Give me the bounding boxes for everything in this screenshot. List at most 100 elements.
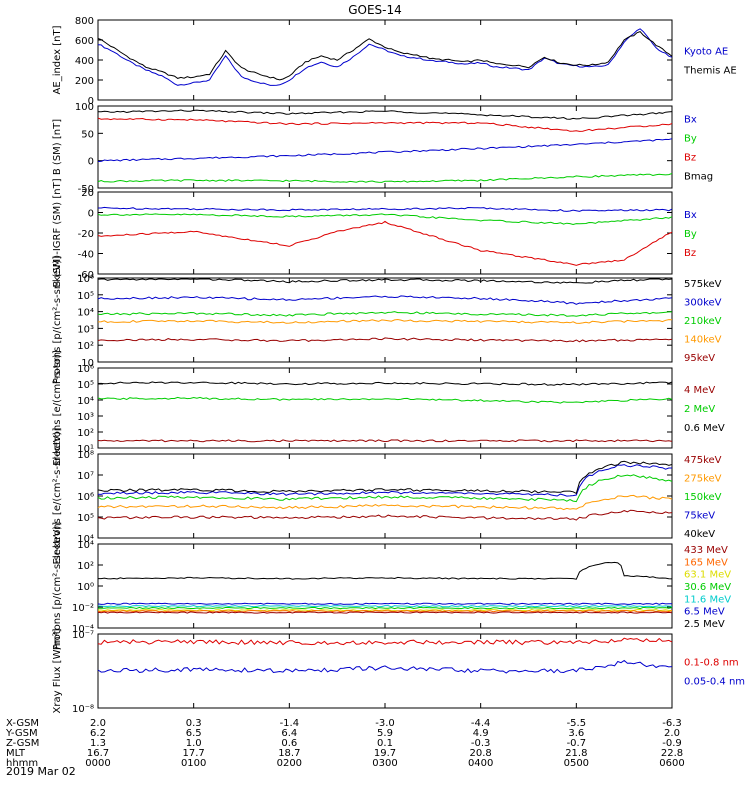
- y-axis-label: Xray Flux [W/m²]: [52, 628, 63, 713]
- time-row-value: 16.7: [87, 748, 109, 759]
- series-line-140keV: [97, 318, 673, 324]
- time-row-value: 0400: [468, 758, 493, 769]
- date-label: 2019 Mar 02: [6, 765, 76, 778]
- time-row-label: Z-GSM: [6, 738, 39, 749]
- series-line-Bz: [97, 220, 673, 266]
- series-line-2 MeV: [97, 396, 673, 404]
- time-row-value: 4.9: [473, 728, 489, 739]
- y-axis-label: AE_index [nT]: [52, 25, 63, 94]
- time-row-value: 22.8: [661, 748, 683, 759]
- legend-label: By: [684, 229, 697, 240]
- y-tick-label: 10⁻⁴: [72, 624, 94, 635]
- y-tick-label: 10⁵: [77, 380, 94, 391]
- panel-6: 10⁴ 10⁵ 10⁶ 10⁷ 10⁸ Electrons [e/(cm²-s-sr-ke…: [52, 427, 722, 564]
- panel-2: -50 0 50 100 B (SM) [nT] Bx By Bz Bmag: [52, 102, 713, 195]
- y-tick-label: 10⁰: [77, 582, 94, 593]
- y-tick-label: 10²: [77, 561, 94, 572]
- y-tick-label: 10⁸: [77, 450, 94, 461]
- legend-label: 40keV: [684, 529, 715, 540]
- y-tick-label: 200: [75, 76, 94, 87]
- time-row-value: 3.6: [568, 728, 584, 739]
- legend-label: 0.05-0.4 nm: [684, 677, 745, 688]
- y-tick-label: 10⁶: [77, 492, 94, 503]
- time-row-value: 6.5: [186, 728, 202, 739]
- y-tick-label: 0: [88, 209, 94, 220]
- time-row-value: 18.7: [278, 748, 300, 759]
- series-line-Bz: [97, 117, 673, 132]
- time-row-value: 6.2: [90, 728, 106, 739]
- legend-label: By: [684, 134, 697, 145]
- y-tick-label: 10²: [77, 428, 94, 439]
- y-tick-label: -40: [78, 250, 94, 261]
- legend-label: 2 MeV: [684, 404, 715, 415]
- legend-label: 0.1-0.8 nm: [684, 658, 739, 669]
- series-line-By: [97, 173, 673, 183]
- y-tick-label: 10⁴: [77, 540, 94, 551]
- time-row-value: -3.0: [375, 718, 395, 729]
- series-line-63.1 MeV: [98, 608, 672, 612]
- series-line-210keV: [97, 311, 672, 317]
- legend-label: Bmag: [684, 172, 713, 183]
- series-line-Bmag: [97, 109, 673, 120]
- y-tick-label: 400: [75, 56, 94, 67]
- y-tick-label: 50: [81, 129, 94, 140]
- legend-label: Bx: [684, 115, 697, 126]
- time-row-value: 17.7: [183, 748, 205, 759]
- legend-label: 0.6 MeV: [684, 423, 725, 434]
- time-row-value: 2.0: [664, 728, 680, 739]
- legend-label: 140keV: [684, 335, 722, 346]
- series-line-2.5 MeV: [98, 561, 673, 580]
- legend-label: Bx: [684, 210, 697, 221]
- y-tick-label: 10¹: [77, 444, 94, 455]
- y-axis-label: Protons [p/(cm²-s-sr-keV)]: [52, 522, 63, 650]
- panel-3: -60 -40 -20 0 20 B (SM)-IGRF (SM) [nT] Bx By Bz: [52, 178, 697, 287]
- legend-label: 575keV: [684, 279, 722, 290]
- time-row-value: 2.0: [90, 718, 106, 729]
- series-line-165 MeV: [97, 609, 673, 613]
- time-row-value: -1.4: [280, 718, 300, 729]
- time-row-value: 0000: [85, 758, 110, 769]
- series-line-Kyoto AE: [97, 28, 673, 86]
- y-axis-label: Electrons [e/(cm²-s-sr-keV)]: [52, 427, 63, 564]
- legend-label: Bz: [684, 153, 696, 164]
- time-row-value: 0200: [277, 758, 302, 769]
- y-tick-label: 600: [75, 36, 94, 47]
- legend-label: 95keV: [684, 353, 715, 364]
- series-line-40keV: [97, 460, 673, 495]
- panel-8: 10⁻⁸ 10⁻⁷ Xray Flux [W/m²] 0.1-0.8 nm 0.05-0…: [52, 628, 745, 715]
- time-row-value: -5.5: [567, 718, 587, 729]
- legend-label: 11.6 MeV: [684, 594, 731, 605]
- series-line-0.05-0.4 nm: [97, 659, 673, 674]
- y-tick-label: 10²: [77, 341, 94, 352]
- series-line-Bx: [98, 206, 673, 212]
- legend-label: 275keV: [684, 474, 722, 485]
- panel-frame: [97, 367, 673, 449]
- y-tick-label: 10⁴: [77, 308, 94, 319]
- time-row-value: -4.4: [471, 718, 491, 729]
- time-row-label: X-GSM: [6, 718, 39, 729]
- y-tick-label: 10⁶: [77, 274, 94, 285]
- y-tick-label: 10⁻²: [72, 603, 94, 614]
- series-line-575keV: [97, 278, 673, 284]
- legend-label: 63.1 MeV: [684, 570, 731, 581]
- time-row-value: 0600: [659, 758, 684, 769]
- time-row-label: Y-GSM: [5, 728, 38, 739]
- series-line-275keV: [97, 494, 673, 511]
- legend-label: 165 MeV: [684, 557, 728, 568]
- time-row-value: 5.9: [377, 728, 393, 739]
- y-tick-label: -20: [78, 229, 94, 240]
- series-line-75keV: [97, 464, 672, 497]
- time-row-value: 0.6: [281, 738, 297, 749]
- panel-7: 10⁻⁴ 10⁻² 10⁰ 10² 10⁴ Protons [p/(cm²-s-sr-ke…: [52, 522, 731, 650]
- legend-label: Kyoto AE: [684, 47, 728, 58]
- y-axis-label: Electrons [e/(cm²-s-sr)]: [52, 350, 63, 466]
- series-line-475keV: [97, 509, 673, 521]
- time-row-value: 0.1: [377, 738, 393, 749]
- series-line-150keV: [97, 474, 673, 503]
- y-axis-label: B (SM)-IGRF (SM) [nT]: [52, 178, 63, 287]
- series-line-300keV: [97, 295, 673, 305]
- series-line-Bx: [97, 138, 673, 162]
- legend-label: 6.5 MeV: [684, 607, 725, 618]
- legend-label: 475keV: [684, 455, 722, 466]
